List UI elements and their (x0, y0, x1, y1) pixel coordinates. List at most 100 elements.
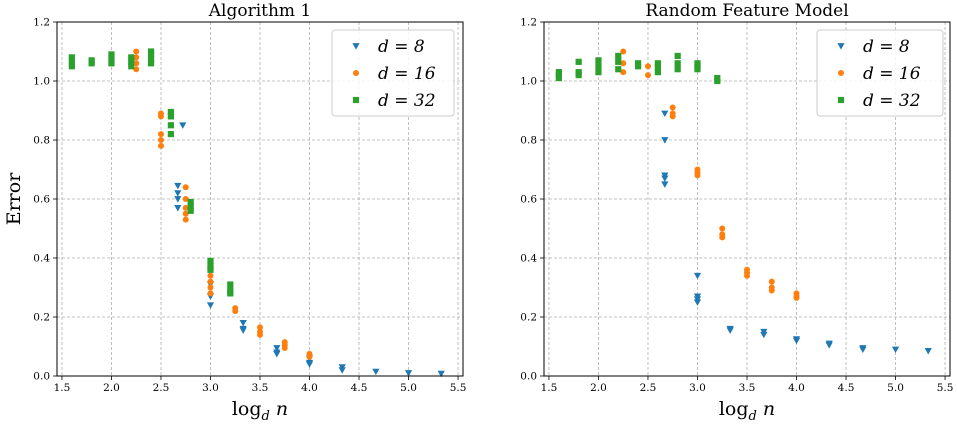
legend-entry: d = 32 (837, 91, 921, 111)
legend-entry: d = 16 (838, 64, 921, 84)
data-point (654, 69, 661, 76)
x-tick-label: 4.5 (351, 382, 368, 394)
legend-entry: d = 8 (837, 37, 910, 57)
data-point (239, 327, 247, 334)
y-tick-label: 0.6 (33, 194, 50, 206)
data-point (187, 198, 194, 206)
x-tick-label: 2.5 (640, 382, 657, 394)
legend-box (816, 29, 944, 117)
legend: d = 8 d = 16 d = 32 (331, 29, 455, 117)
data-point (182, 204, 189, 211)
series-d-32 (68, 48, 234, 297)
chart-title: Algorithm 1 (208, 1, 312, 21)
data-point (694, 66, 701, 73)
data-point (147, 60, 155, 67)
x-tick-label: 1.5 (54, 382, 71, 394)
data-point (644, 63, 651, 70)
data-point (68, 54, 75, 61)
data-point (273, 350, 281, 358)
data-point (714, 77, 721, 85)
legend-label: d = 16 (378, 64, 436, 84)
data-point (273, 345, 281, 352)
data-point (182, 210, 189, 217)
data-point (555, 74, 562, 82)
legend-marker (352, 43, 360, 50)
data-point (257, 331, 263, 338)
data-point (108, 51, 115, 58)
data-point (187, 203, 194, 210)
x-tick-label: 3.0 (689, 382, 706, 394)
data-point (207, 272, 214, 279)
x-tick-label: 5.5 (450, 382, 467, 394)
series-d-32 (555, 52, 721, 85)
data-point (620, 48, 627, 55)
x-tick-label: 5.0 (400, 382, 417, 394)
data-point (167, 131, 174, 138)
legend-marker (837, 43, 845, 50)
y-tick-label: 1.2 (33, 17, 50, 29)
data-point (207, 257, 214, 265)
y-tick-label: 1.2 (520, 17, 537, 29)
data-point (182, 196, 189, 202)
data-point (174, 190, 182, 197)
data-point (147, 51, 155, 58)
data-point (227, 281, 234, 288)
y-tick-label: 0.4 (520, 253, 537, 265)
data-point (128, 63, 135, 70)
data-point (661, 110, 669, 118)
legend-entry: d = 16 (353, 64, 436, 84)
data-point (615, 52, 622, 60)
data-point (88, 60, 95, 67)
data-point (305, 361, 314, 368)
data-point (694, 172, 701, 179)
data-point (182, 184, 189, 191)
data-point (108, 60, 115, 67)
data-point (157, 142, 164, 149)
data-point (108, 55, 115, 62)
x-tick-label: 2.0 (103, 382, 120, 394)
data-point (661, 181, 669, 188)
series-d-8 (661, 110, 932, 355)
legend-label: d = 16 (863, 64, 921, 84)
data-point (644, 72, 651, 79)
x-tick-label: 1.5 (541, 382, 558, 394)
data-point (924, 348, 932, 355)
data-point (157, 131, 164, 138)
data-point (68, 63, 75, 70)
y-tick-label: 0.0 (520, 371, 537, 383)
legend-label: d = 8 (378, 37, 425, 57)
data-point (595, 57, 602, 64)
data-point (133, 54, 140, 61)
y-tick-label: 0.0 (33, 371, 50, 383)
legend-box (331, 29, 455, 117)
data-point (147, 55, 155, 62)
data-point (595, 69, 602, 76)
data-point (760, 331, 768, 339)
data-point (693, 299, 702, 306)
x-tick-label: 2.0 (590, 382, 607, 394)
x-tick-label: 4.5 (838, 382, 855, 394)
data-point (306, 353, 313, 360)
series-d-16 (133, 48, 313, 360)
data-point (792, 337, 801, 345)
y-tick-label: 0.4 (33, 253, 50, 265)
plot-frame (56, 21, 464, 377)
data-point (661, 175, 669, 182)
data-point (338, 367, 346, 374)
x-tick-label: 4.0 (301, 382, 318, 394)
data-point (620, 60, 627, 67)
data-point (719, 225, 726, 232)
data-point (128, 58, 135, 65)
y-axis-label: Error (3, 172, 25, 225)
y-tick-label: 0.2 (520, 312, 537, 324)
data-point (167, 122, 174, 129)
data-point (174, 182, 182, 190)
chart-title: Random Feature Model (645, 1, 848, 21)
data-point (227, 290, 234, 297)
data-point (207, 284, 214, 291)
legend-label: d = 32 (378, 91, 436, 111)
data-point (891, 346, 900, 354)
data-point (207, 266, 214, 273)
data-point (174, 204, 182, 212)
